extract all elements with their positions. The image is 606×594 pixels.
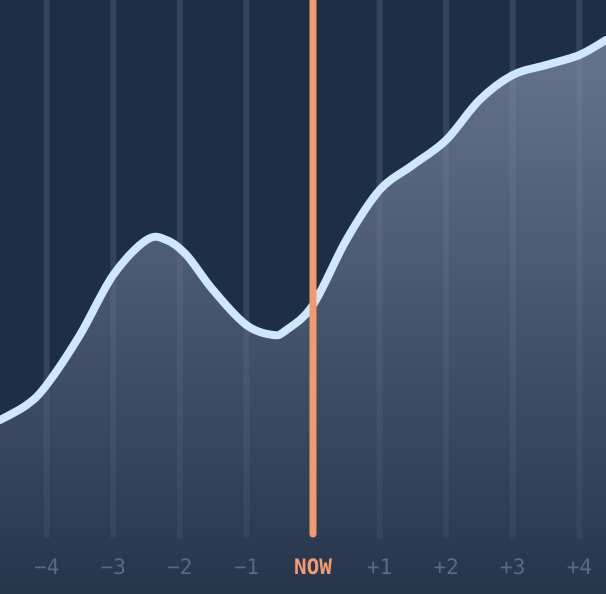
x-tick-label: +4 <box>567 555 592 579</box>
line-layer <box>0 36 606 424</box>
x-tick-label: −3 <box>101 555 126 579</box>
x-tick-label: −4 <box>34 555 59 579</box>
series-line <box>0 36 606 424</box>
label-layer: −4 −3 −2 −1 NOW +1 +2 +3 +4 <box>34 555 592 579</box>
x-tick-label: −2 <box>167 555 192 579</box>
x-tick-label: +1 <box>367 555 392 579</box>
x-tick-label: +3 <box>500 555 525 579</box>
x-tick-label: −1 <box>234 555 259 579</box>
series-area <box>0 40 606 594</box>
x-tick-label: +2 <box>434 555 459 579</box>
now-label: NOW <box>294 555 332 579</box>
